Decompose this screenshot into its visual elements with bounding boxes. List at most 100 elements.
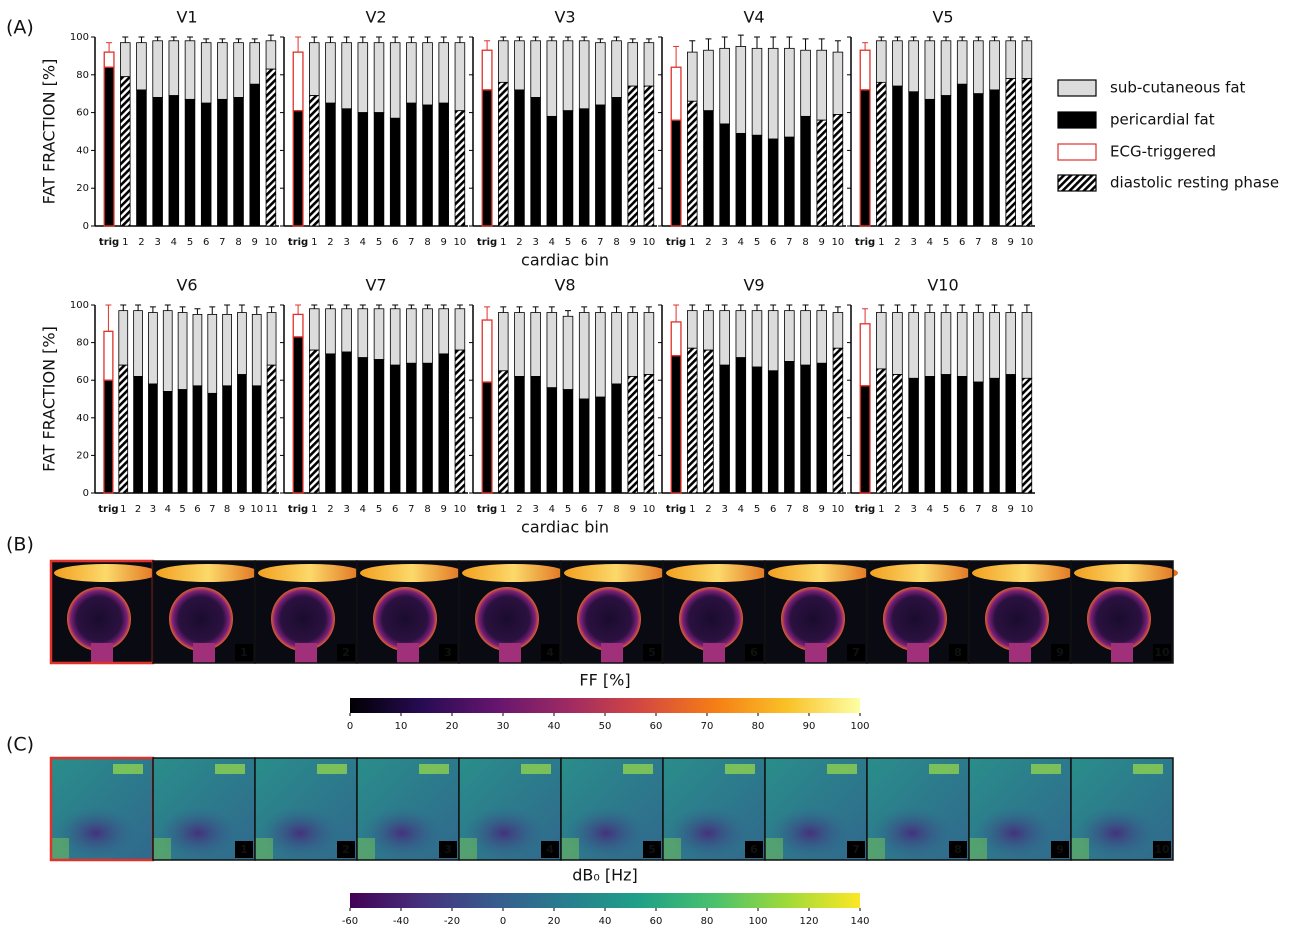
bar-segment	[200, 42, 212, 104]
bar-segment	[309, 42, 320, 96]
tile-number: 9	[1056, 646, 1064, 659]
tile-number: 1	[240, 646, 248, 659]
tile-top	[929, 764, 959, 774]
bar-segment	[703, 310, 714, 351]
colorbar-tick-label: -60	[342, 916, 358, 927]
bar-segment	[611, 40, 622, 98]
x-tick-label: 5	[943, 237, 949, 248]
x-tick-label: 2	[705, 237, 711, 248]
bar-segment	[892, 40, 903, 87]
bar-segment	[200, 102, 212, 227]
image-tile: 8	[866, 757, 970, 861]
chart-title: V2	[365, 8, 386, 27]
tile-number: 4	[546, 843, 554, 856]
bar-segment	[118, 364, 129, 494]
tile-blob	[974, 807, 1054, 859]
x-tick-label: 4	[360, 237, 366, 248]
x-tick-label: 7	[597, 237, 603, 248]
x-tick-label: 3	[721, 504, 727, 515]
image-tile: 4	[458, 757, 562, 861]
tile-number: 2	[342, 843, 350, 856]
bar-segment	[611, 383, 622, 494]
colorbar-tick-label: 40	[599, 916, 612, 927]
y-axis-label: FAT FRACTION [%]	[40, 59, 59, 205]
y-tick-label: 40	[76, 145, 89, 156]
colorbar-title: FF [%]	[579, 671, 630, 690]
x-tick-label: 8	[224, 504, 230, 515]
tile-number: 7	[852, 843, 860, 856]
tile-number: 10	[1154, 646, 1170, 659]
tile-number-box	[439, 841, 457, 858]
x-tick-label: 7	[408, 237, 414, 248]
chart-title: V1	[176, 8, 197, 27]
tile-edge	[663, 838, 681, 860]
bar-segment	[562, 315, 574, 390]
bar-segment	[389, 364, 401, 494]
bar-segment	[325, 353, 336, 494]
bar-segment	[373, 359, 385, 494]
bar-segment	[670, 355, 682, 494]
x-tick-label: 10	[643, 504, 656, 515]
tile-number: 5	[648, 843, 656, 856]
bar-segment	[627, 312, 638, 377]
tile-heart	[271, 587, 335, 651]
bar-segment	[643, 42, 655, 87]
bar-segment	[687, 51, 698, 102]
bar-segment	[719, 47, 730, 125]
bar-segment	[309, 95, 320, 227]
bar-segment	[325, 308, 336, 355]
bar-segment	[956, 40, 968, 85]
x-tick-label: 3	[150, 504, 156, 515]
tile-edge	[459, 838, 477, 860]
bar-segment	[103, 51, 115, 68]
x-tick-label: trig	[477, 504, 497, 515]
bar-segment	[389, 42, 401, 119]
x-tick-label: 10	[1021, 237, 1034, 248]
bar-segment	[438, 353, 449, 494]
x-tick-label: 5	[179, 504, 185, 515]
x-tick-label: 8	[424, 504, 430, 515]
bar-segment	[973, 381, 984, 494]
bar-segment	[859, 89, 871, 227]
bar-segment	[103, 330, 114, 381]
x-tick-label: trig	[99, 237, 119, 248]
x-tick-label: 1	[120, 504, 126, 515]
bar-segment	[222, 313, 232, 387]
tile-number-box	[1153, 644, 1171, 661]
bar-segment	[784, 136, 795, 227]
x-tick-label: 9	[1008, 237, 1014, 248]
tile-spine	[499, 643, 521, 663]
bar-segment	[832, 347, 844, 494]
bar-segment	[643, 85, 655, 227]
tile-number: 3	[444, 843, 452, 856]
bar-segment	[719, 123, 730, 227]
bar-segment	[133, 376, 143, 494]
bar-segment	[481, 319, 493, 383]
image-tile: 10	[1070, 757, 1174, 861]
x-tick-label: 8	[802, 504, 808, 515]
x-tick-label: 7	[209, 504, 215, 515]
bar-segment	[177, 312, 188, 390]
legend-swatch	[1057, 174, 1097, 192]
bar-segment	[438, 42, 449, 104]
legend-label: ECG-triggered	[1110, 143, 1216, 161]
x-tick-label: 4	[549, 237, 555, 248]
bar-segment	[217, 98, 228, 227]
tile-number-box	[337, 841, 355, 858]
bar-segment	[892, 374, 903, 494]
bar-segment	[784, 47, 795, 138]
tile-spine	[805, 643, 827, 663]
x-tick-label: 5	[565, 237, 571, 248]
x-tick-label: 10	[832, 504, 845, 515]
y-tick-label: 80	[76, 338, 89, 349]
tile-number-box	[235, 841, 253, 858]
bar-segment	[207, 313, 218, 394]
y-axis-label: FAT FRACTION [%]	[40, 326, 59, 472]
bar-segment	[481, 49, 493, 91]
legend-label: sub-cutaneous fat	[1110, 79, 1246, 97]
x-tick-label: 10	[1021, 504, 1034, 515]
bar-segment	[989, 312, 1000, 379]
bar-segment	[373, 42, 385, 113]
colorbar-tick-label: 140	[850, 916, 869, 927]
bar-segment	[514, 40, 525, 91]
